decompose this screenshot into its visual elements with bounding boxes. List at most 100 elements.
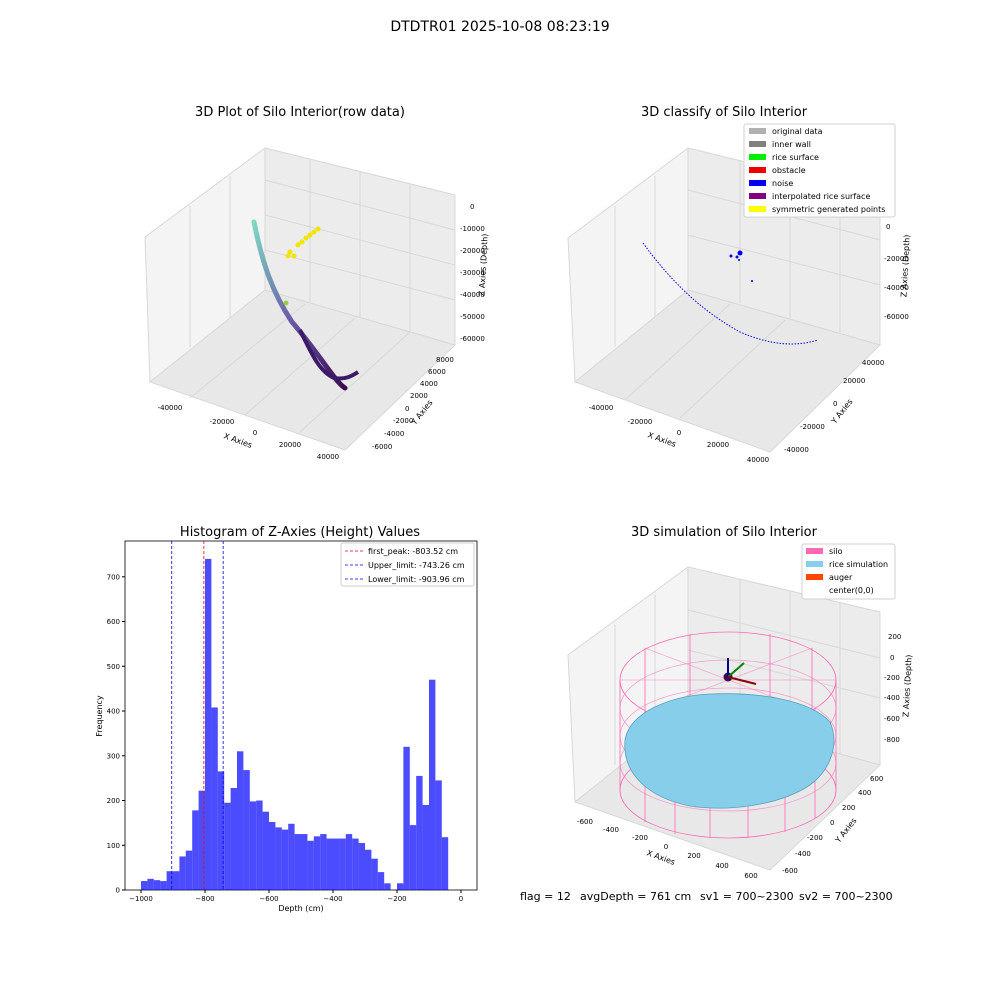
histogram-x-tick-label: −400 <box>323 895 342 903</box>
legend-label-inner-wall: inner wall <box>772 140 811 149</box>
classify-x-tick: 20000 <box>707 441 729 449</box>
footer-sv2: sv2 = 700~2300 <box>799 890 893 903</box>
raw-z-tick: -10000 <box>460 225 485 233</box>
legend-label-obstacle: obstacle <box>772 166 806 175</box>
histogram-bar <box>416 775 423 890</box>
histogram-bar <box>339 838 346 890</box>
histogram-bar <box>173 871 180 890</box>
classify-legend: original data inner wall rice surface ob… <box>743 123 896 218</box>
sim-x-tick: 200 <box>687 852 700 860</box>
legend-label-lower-limit: Lower_limit: -903.96 cm <box>368 575 465 584</box>
histogram-bar <box>313 836 321 890</box>
classify-z-label: Z Axies (Depth) <box>899 234 911 297</box>
histogram-x-tick-label: −1000 <box>129 895 153 903</box>
histogram-bar <box>243 770 250 890</box>
histogram-x-tick-label: −200 <box>387 895 406 903</box>
legend-label-first-peak: first_peak: -803.52 cm <box>368 547 458 556</box>
histogram-bar <box>198 790 205 890</box>
panel-raw-title: 3D Plot of Silo Interior(row data) <box>195 105 405 120</box>
classify-z-tick: -40000 <box>884 284 909 292</box>
raw-y-tick: 2000 <box>410 392 428 400</box>
classify-z-tick: -20000 <box>884 255 909 263</box>
sim-y-tick: 0 <box>830 819 834 827</box>
histogram-y-tick-label: 400 <box>107 708 120 716</box>
histogram-bar <box>256 800 263 890</box>
classify-z-tick: -60000 <box>884 313 909 321</box>
histogram-bar <box>269 821 276 890</box>
histogram-bar <box>153 880 161 890</box>
legend-swatch <box>749 193 766 199</box>
sim-y-tick: -200 <box>807 834 823 842</box>
histogram-bar <box>237 751 244 890</box>
histogram-y-tick-label: 100 <box>107 842 120 850</box>
legend-label-original-data: original data <box>772 127 823 136</box>
sim-y-tick: 600 <box>870 775 883 783</box>
histogram-bar <box>205 558 212 890</box>
histogram-bars <box>141 558 449 890</box>
raw-z-tick: -40000 <box>460 291 485 299</box>
raw-x-tick: -20000 <box>210 418 235 426</box>
auger <box>723 658 757 685</box>
histogram-y-tick-label: 0 <box>116 887 120 895</box>
histogram-bar <box>160 881 167 890</box>
classify-y-tick: 40000 <box>862 359 884 367</box>
raw-x-tick: -40000 <box>158 404 183 412</box>
classify-y-tick: 0 <box>833 400 837 408</box>
histogram-bar <box>352 838 359 890</box>
histogram-bar <box>397 883 404 890</box>
raw-y-tick: -2000 <box>393 417 413 425</box>
histogram-bar <box>320 834 327 890</box>
classify-x-tick: -40000 <box>589 404 614 412</box>
sim-x-label: X Axies <box>645 848 676 867</box>
histogram-bar <box>365 849 372 890</box>
histogram-bar <box>249 801 257 890</box>
classify-y-tick: -40000 <box>784 446 809 454</box>
sim-y-tick: -600 <box>782 867 798 875</box>
histogram-bar <box>333 838 340 890</box>
raw-series-arc-2 <box>298 329 360 381</box>
histogram-x-ticks: −1000 −800 −600 −400 −200 0 <box>129 890 463 903</box>
legend-swatch <box>749 128 766 134</box>
panel-raw-3d: 3D Plot of Silo Interior(row data) <box>144 105 490 461</box>
legend-label-center: center(0,0) <box>829 586 874 595</box>
histogram-bar <box>262 811 269 890</box>
histogram-bar <box>429 679 436 890</box>
histogram-x-tick-label: −600 <box>259 895 278 903</box>
sim-z-tick: -200 <box>884 674 900 682</box>
sim-z-tick: -800 <box>884 736 900 744</box>
sim-x-tick: -200 <box>632 834 648 842</box>
classify-x-tick: 40000 <box>747 456 769 464</box>
legend-swatch <box>806 561 823 567</box>
legend-swatch <box>749 180 766 186</box>
histogram-bar <box>377 872 385 890</box>
raw-y-tick: 6000 <box>428 368 446 376</box>
classify-noise-cluster <box>729 250 753 282</box>
raw-z-tick: -20000 <box>460 247 485 255</box>
simulation-title: 3D simulation of Silo Interior <box>631 525 818 540</box>
histogram-y-ticks: 0 100 200 300 400 500 600 700 <box>107 573 125 895</box>
histogram-bar <box>409 825 417 890</box>
histogram-bar <box>301 834 308 890</box>
histogram-bar <box>326 838 333 890</box>
classify-z-tick: 0 <box>886 223 890 231</box>
sim-y-label: Y Axies <box>833 816 859 845</box>
histogram-bar <box>230 787 237 890</box>
simulation-legend: silo rice simulation auger center(0,0) <box>801 543 896 600</box>
legend-swatch <box>806 548 823 554</box>
histogram-title: Histogram of Z-Axies (Height) Values <box>180 525 420 540</box>
histogram-y-tick-label: 600 <box>107 618 120 626</box>
sim-x-tick: 600 <box>744 872 757 880</box>
classify-x-tick: -20000 <box>628 418 653 426</box>
histogram-y-tick-label: 300 <box>107 752 120 760</box>
histogram-bar <box>275 827 282 890</box>
rice-simulation-surface <box>624 693 835 809</box>
sim-z-tick: 200 <box>888 633 901 641</box>
legend-label-upper-limit: Upper_limit: -743.26 cm <box>368 561 465 570</box>
raw-x-tick: 40000 <box>317 453 339 461</box>
histogram-x-label: Depth (cm) <box>278 904 323 913</box>
histogram-bar <box>307 840 314 890</box>
histogram-bar <box>435 780 442 890</box>
histogram-bar <box>141 881 148 890</box>
legend-swatch <box>749 167 766 173</box>
